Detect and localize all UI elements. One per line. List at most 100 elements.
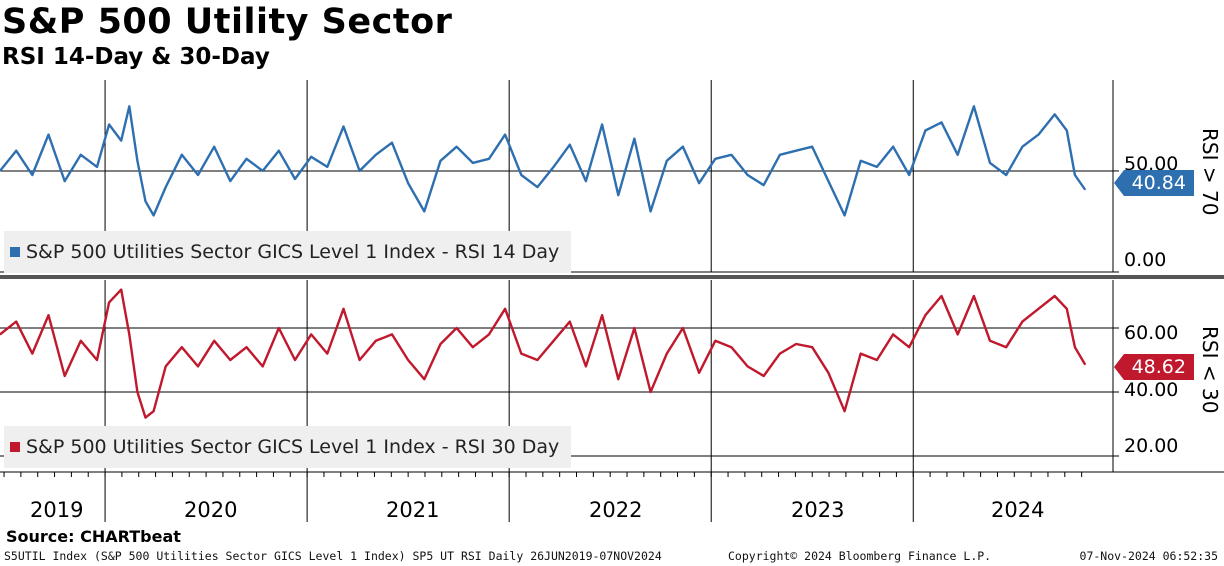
data-point-rsi14 xyxy=(0,170,1,172)
data-point-rsi30 xyxy=(843,410,846,413)
data-point-rsi14 xyxy=(908,174,910,176)
data-point-rsi14 xyxy=(455,145,458,148)
data-point-rsi14 xyxy=(827,180,830,182)
data-point-rsi30 xyxy=(358,359,361,361)
data-point-rsi14 xyxy=(552,166,555,168)
data-point-rsi30 xyxy=(779,352,781,355)
x-label-2019: 2019 xyxy=(30,498,84,522)
chart-subtitle: RSI 14-Day & 30-Day xyxy=(2,44,270,70)
data-point-rsi30 xyxy=(1084,363,1086,366)
data-point-rsi30 xyxy=(1053,295,1056,297)
data-point-rsi14 xyxy=(714,158,717,160)
data-point-rsi14 xyxy=(601,123,603,126)
data-point-rsi30 xyxy=(1074,346,1076,349)
data-point-rsi14 xyxy=(181,154,183,156)
data-point-rsi14 xyxy=(520,174,523,176)
data-point-rsi14 xyxy=(31,174,34,176)
data-point-rsi14 xyxy=(746,174,749,176)
data-point-rsi30 xyxy=(940,295,943,297)
footer-timestamp: 07-Nov-2024 06:52:35 xyxy=(1079,549,1218,563)
legend-rsi30: S&P 500 Utilities Sector GICS Level 1 In… xyxy=(4,426,572,468)
data-point-rsi14 xyxy=(472,162,474,164)
data-point-rsi30 xyxy=(80,340,82,342)
data-point-rsi14 xyxy=(956,154,959,156)
data-point-rsi30 xyxy=(536,359,539,361)
data-point-rsi30 xyxy=(666,352,668,355)
x-label-2024: 2024 xyxy=(991,498,1045,522)
data-point-rsi14 xyxy=(1074,174,1076,176)
data-point-rsi14 xyxy=(1005,174,1007,176)
data-point-rsi30 xyxy=(229,359,232,361)
data-point-rsi14 xyxy=(1066,129,1068,132)
data-point-rsi14 xyxy=(504,133,506,136)
data-point-rsi14 xyxy=(876,166,878,168)
data-point-rsi14 xyxy=(152,214,155,217)
data-point-rsi14 xyxy=(682,145,684,148)
data-point-rsi30 xyxy=(63,375,66,377)
data-point-rsi30 xyxy=(892,333,894,336)
data-point-rsi30 xyxy=(181,346,183,349)
data-point-rsi30 xyxy=(730,346,733,349)
side-label-rsi14: RSI > 70 xyxy=(1198,128,1222,216)
data-point-rsi30 xyxy=(375,340,377,342)
x-label-2023: 2023 xyxy=(791,498,845,522)
footer-copyright: Copyright© 2024 Bloomberg Finance L.P. xyxy=(728,549,992,563)
data-point-rsi14 xyxy=(569,143,571,146)
data-point-rsi30 xyxy=(585,365,587,368)
data-point-rsi30 xyxy=(310,333,313,336)
data-point-rsi30 xyxy=(213,340,215,342)
side-label-rsi30: RSI < 30 xyxy=(1198,326,1222,414)
data-point-rsi14 xyxy=(924,129,927,132)
data-point-rsi14 xyxy=(229,180,232,182)
last-value-tag-rsi14: 40.84 xyxy=(1114,170,1194,196)
legend-swatch-rsi30 xyxy=(10,442,20,452)
data-point-rsi14 xyxy=(423,210,426,213)
data-point-rsi30 xyxy=(617,378,620,381)
ytick-rsi30-60: 60.00 xyxy=(1124,322,1179,344)
data-point-rsi14 xyxy=(811,145,813,148)
data-point-rsi30 xyxy=(407,359,409,361)
data-point-rsi30 xyxy=(649,391,652,393)
x-label-2022: 2022 xyxy=(589,498,643,522)
data-point-rsi30 xyxy=(1021,320,1024,323)
chart-title: S&P 500 Utility Sector xyxy=(2,2,453,42)
source-label: Source: CHARTbeat xyxy=(6,527,181,546)
data-point-rsi14 xyxy=(47,133,50,136)
data-point-rsi14 xyxy=(439,160,442,162)
data-point-rsi30 xyxy=(31,352,34,355)
ytick-rsi30-40: 40.00 xyxy=(1124,379,1179,401)
data-point-rsi30 xyxy=(876,359,878,361)
data-point-rsi14 xyxy=(358,170,361,172)
data-point-rsi30 xyxy=(128,333,131,336)
data-point-rsi30 xyxy=(924,314,927,317)
data-point-rsi14 xyxy=(649,210,652,213)
data-point-rsi30 xyxy=(569,320,571,323)
data-point-rsi30 xyxy=(120,288,122,291)
data-point-rsi14 xyxy=(730,154,733,156)
data-point-rsi14 xyxy=(973,105,975,108)
data-point-rsi30 xyxy=(108,301,110,304)
data-point-rsi30 xyxy=(294,359,296,361)
data-point-rsi30 xyxy=(164,365,167,368)
data-point-rsi14 xyxy=(989,162,991,164)
data-point-rsi14 xyxy=(63,180,66,182)
data-point-rsi30 xyxy=(1005,346,1007,349)
data-point-rsi30 xyxy=(746,365,749,368)
footer-description: S5UTIL Index (S&P 500 Utilities Sector G… xyxy=(4,549,662,563)
data-point-rsi14 xyxy=(80,154,82,156)
data-point-rsi30 xyxy=(136,391,139,393)
series-line-rsi14 xyxy=(0,105,1086,217)
data-point-rsi30 xyxy=(956,333,959,336)
data-point-rsi14 xyxy=(120,139,122,142)
data-point-rsi30 xyxy=(261,365,264,368)
data-point-rsi14 xyxy=(617,194,620,196)
data-point-rsi30 xyxy=(1037,308,1040,310)
ytick-rsi14-0: 0.00 xyxy=(1124,249,1167,271)
last-value-tag-rsi30: 48.62 xyxy=(1114,354,1194,380)
data-point-rsi30 xyxy=(1066,308,1068,310)
data-point-rsi30 xyxy=(973,295,975,297)
data-point-rsi30 xyxy=(714,340,717,342)
panel-divider xyxy=(0,275,1224,279)
data-point-rsi30 xyxy=(47,314,50,317)
x-label-2020: 2020 xyxy=(184,498,238,522)
